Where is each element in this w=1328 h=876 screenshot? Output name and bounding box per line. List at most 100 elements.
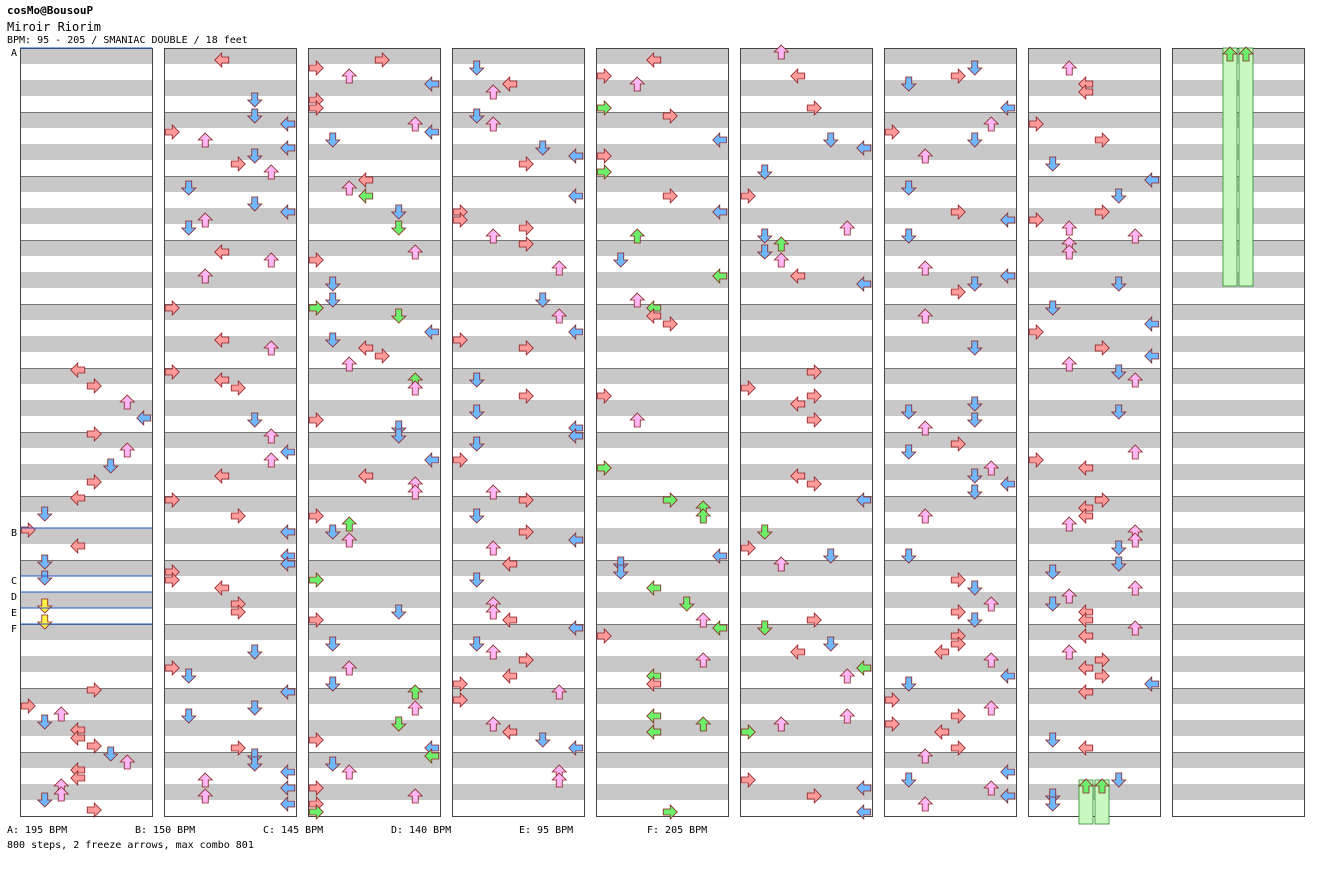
beat-stripe bbox=[596, 560, 728, 576]
beat-stripe bbox=[1028, 48, 1160, 64]
step-arrow bbox=[596, 388, 612, 404]
step-arrow bbox=[119, 754, 136, 770]
beat-stripe bbox=[20, 112, 152, 128]
step-arrow bbox=[341, 68, 358, 84]
step-arrow bbox=[1000, 212, 1016, 228]
step-arrow bbox=[712, 204, 728, 220]
beat-stripe bbox=[596, 624, 728, 640]
step-arrow bbox=[712, 132, 728, 148]
beat-stripe bbox=[20, 528, 152, 544]
beat-stripe bbox=[20, 592, 152, 608]
beat-stripe bbox=[1028, 496, 1160, 512]
step-arrow bbox=[230, 740, 246, 756]
beat-stripe bbox=[20, 272, 152, 288]
beat-stripe bbox=[884, 656, 1016, 672]
step-arrow bbox=[596, 68, 612, 84]
step-arrow bbox=[966, 612, 983, 628]
artist-name: cosMo@BousouP bbox=[7, 4, 94, 17]
step-arrow bbox=[662, 804, 678, 820]
column-border bbox=[884, 48, 1017, 817]
bpm-legend-b: B: 150 BPM bbox=[135, 825, 196, 836]
beat-stripe bbox=[884, 464, 1016, 480]
beat-stripe bbox=[740, 464, 872, 480]
step-arrow bbox=[884, 124, 900, 140]
step-arrow bbox=[390, 308, 407, 324]
step-arrow bbox=[966, 468, 983, 484]
beat-stripe bbox=[740, 112, 872, 128]
step-arrow bbox=[1000, 764, 1016, 780]
step-arrow bbox=[390, 716, 407, 732]
step-arrow bbox=[629, 412, 646, 428]
step-arrow bbox=[308, 804, 324, 820]
step-arrow bbox=[646, 676, 662, 692]
step-arrow bbox=[983, 116, 1000, 132]
step-arrow bbox=[839, 220, 856, 236]
chart-column bbox=[596, 48, 729, 817]
freeze-arrow-body bbox=[1222, 47, 1238, 287]
beat-stripe bbox=[164, 48, 296, 64]
beat-stripe bbox=[164, 528, 296, 544]
step-arrow bbox=[568, 188, 584, 204]
beat-stripe bbox=[1028, 336, 1160, 352]
step-arrow bbox=[86, 738, 102, 754]
step-arrow bbox=[214, 468, 230, 484]
step-arrow bbox=[424, 76, 440, 92]
step-arrow bbox=[53, 706, 70, 722]
step-arrow bbox=[164, 660, 180, 676]
chart-column bbox=[452, 48, 585, 817]
beat-stripe bbox=[596, 592, 728, 608]
step-arrow bbox=[773, 236, 790, 252]
freeze-arrow-head bbox=[1078, 778, 1094, 794]
beat-stripe bbox=[596, 336, 728, 352]
step-arrow bbox=[102, 746, 119, 762]
step-arrow bbox=[246, 700, 263, 716]
step-arrow bbox=[629, 76, 646, 92]
step-arrow bbox=[263, 252, 280, 268]
step-arrow bbox=[900, 76, 917, 92]
beat-stripe bbox=[1172, 240, 1304, 256]
step-arrow bbox=[856, 276, 872, 292]
step-arrow bbox=[1000, 788, 1016, 804]
step-arrow bbox=[662, 492, 678, 508]
step-arrow bbox=[1127, 372, 1144, 388]
beat-stripe bbox=[884, 208, 1016, 224]
step-arrow bbox=[341, 180, 358, 196]
step-arrow bbox=[180, 180, 197, 196]
bpm-change-label: E bbox=[11, 608, 17, 619]
step-arrow bbox=[70, 362, 86, 378]
step-arrow bbox=[308, 412, 324, 428]
beat-stripe bbox=[308, 112, 440, 128]
beat-stripe bbox=[164, 624, 296, 640]
step-arrow bbox=[966, 276, 983, 292]
step-arrow bbox=[950, 636, 966, 652]
beat-stripe bbox=[884, 48, 1016, 64]
beat-stripe bbox=[596, 432, 728, 448]
beat-stripe bbox=[1028, 592, 1160, 608]
step-arrow bbox=[502, 668, 518, 684]
beat-stripe bbox=[308, 272, 440, 288]
step-arrow bbox=[900, 404, 917, 420]
beat-stripe bbox=[308, 656, 440, 672]
beat-stripe bbox=[1028, 208, 1160, 224]
beat-stripe bbox=[884, 336, 1016, 352]
step-arrow bbox=[324, 756, 341, 772]
step-arrow bbox=[1078, 508, 1094, 524]
beat-stripe bbox=[1028, 240, 1160, 256]
beat-stripe bbox=[884, 496, 1016, 512]
beat-stripe bbox=[1172, 304, 1304, 320]
beat-stripe bbox=[740, 528, 872, 544]
step-arrow bbox=[983, 780, 1000, 796]
step-arrow bbox=[806, 412, 822, 428]
step-arrow bbox=[230, 380, 246, 396]
step-arrow bbox=[900, 180, 917, 196]
step-arrow bbox=[180, 708, 197, 724]
beat-stripe bbox=[740, 80, 872, 96]
beat-stripe bbox=[308, 176, 440, 192]
step-arrow bbox=[86, 378, 102, 394]
step-arrow bbox=[246, 108, 263, 124]
step-arrow bbox=[502, 612, 518, 628]
beat-stripe bbox=[740, 784, 872, 800]
step-arrow bbox=[280, 524, 296, 540]
step-arrow bbox=[452, 212, 468, 228]
